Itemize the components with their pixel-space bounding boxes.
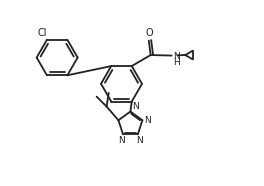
Text: O: O	[145, 28, 153, 38]
Text: N: N	[144, 116, 151, 125]
Text: N: N	[133, 102, 139, 111]
Text: Cl: Cl	[37, 28, 47, 38]
Text: N: N	[136, 137, 143, 145]
Text: H: H	[173, 58, 180, 67]
Text: N: N	[173, 52, 180, 61]
Text: N: N	[118, 137, 125, 145]
